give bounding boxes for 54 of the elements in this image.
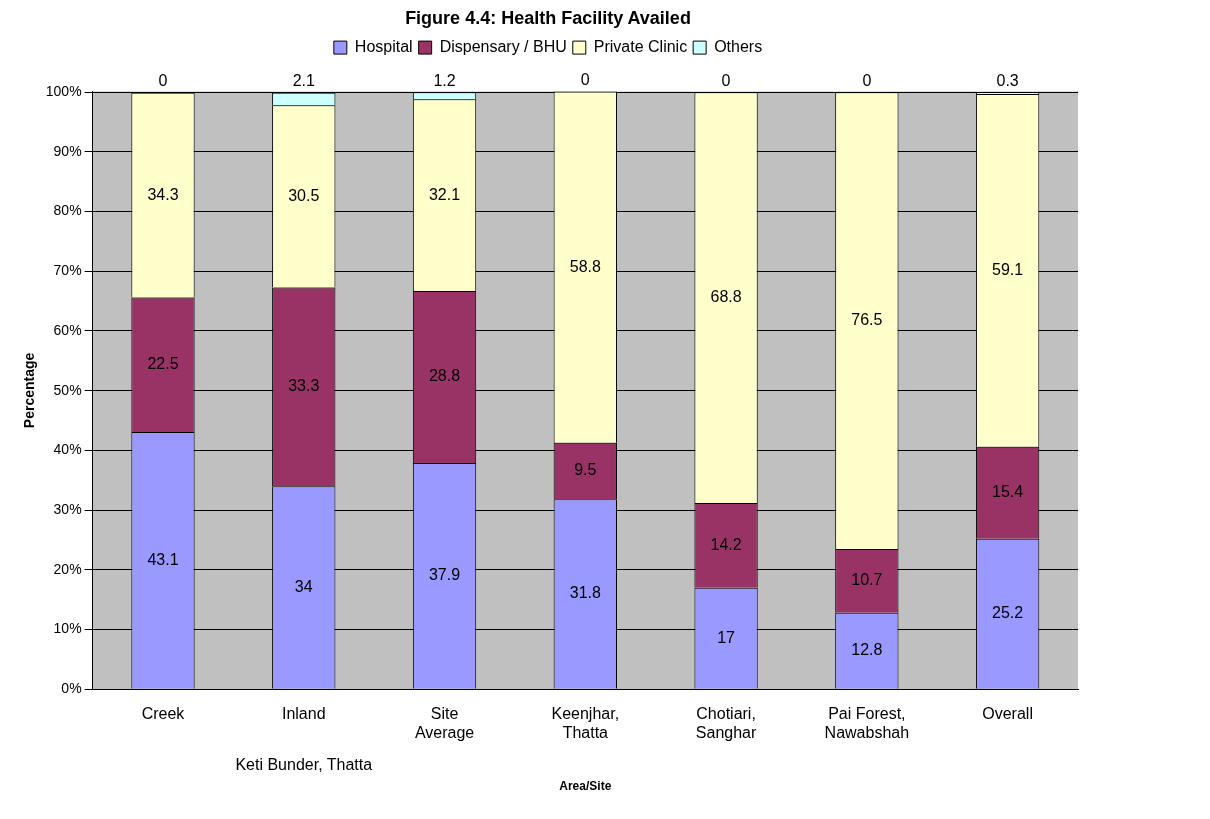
data-label: 17 [717,628,736,646]
data-label: 34.3 [147,185,179,203]
data-label: 76.5 [851,310,883,328]
data-label: 33.3 [288,377,320,395]
data-label: 31.8 [569,584,601,602]
y-tick-label: 70% [53,262,82,279]
data-label: 59.1 [992,260,1024,278]
data-label: 14.2 [710,535,742,553]
x-tick-label: Creek [141,705,186,723]
data-label: 0 [580,71,590,89]
data-label: 43.1 [147,550,179,568]
data-label: 0 [721,71,731,89]
data-label: 25.2 [992,604,1024,622]
x-tick-label: Chotiari, Sanghar [695,705,757,742]
data-label: 58.8 [569,257,601,275]
legend-label: Hospital [354,38,413,56]
legend-label: Private Clinic [593,38,688,56]
chart-title: Figure 4.4: Health Facility Availed [405,7,691,28]
data-label: 0 [862,71,872,89]
x-tick-label: Keenjhar, Thatta [551,705,620,742]
y-tick-label: 30% [53,500,82,517]
data-label: 28.8 [428,367,461,385]
data-label: 15.4 [992,483,1024,501]
y-tick-label: 40% [53,441,82,458]
data-label: 0 [158,72,168,90]
y-axis-title: Percentage [21,352,38,429]
data-label: 22.5 [147,355,179,373]
y-tick-label: 90% [53,142,82,159]
y-tick-label: 10% [53,620,82,637]
x-tick-label: Site Average [414,705,475,742]
y-tick-label: 60% [53,321,82,338]
data-label: 34 [294,577,313,595]
data-label: 30.5 [288,186,320,204]
x-tick-label: Pai Forest, Nawabshah [824,705,910,742]
data-label: 0.3 [996,71,1019,89]
data-label: 1.2 [433,71,456,89]
x-tick-label: Overall [982,705,1033,723]
y-tick-label: 100% [45,83,82,100]
y-tick-label: 80% [53,202,82,219]
legend-label: Others [714,38,763,56]
data-label: 2.1 [292,72,315,90]
legend-label: Dispensary / BHU [439,38,567,56]
x-axis-title: Area/Site [559,779,612,794]
y-tick-label: 20% [53,560,82,577]
data-label: 68.8 [710,287,742,305]
data-label: 32.1 [428,185,461,203]
data-label: 37.9 [428,566,461,584]
data-label: 9.5 [574,461,597,479]
text: Keti Bunder, Thatta [235,756,373,774]
x-tick-label: Inland [281,705,326,723]
data-label: 10.7 [851,571,883,589]
y-tick-label: 50% [53,381,82,398]
data-label: 12.8 [851,641,883,659]
y-tick-label: 0% [61,680,82,697]
